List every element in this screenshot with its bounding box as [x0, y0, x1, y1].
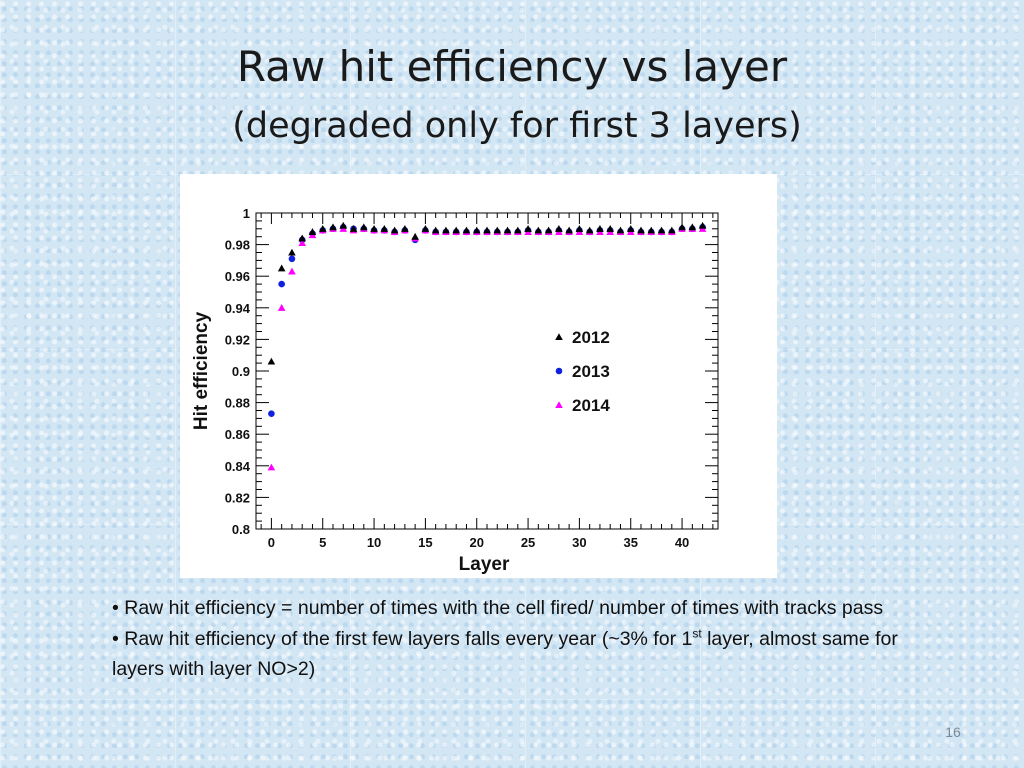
data-point-2012 — [318, 225, 327, 232]
data-point-2012 — [298, 234, 306, 242]
data-point-2012 — [370, 225, 378, 232]
legend-marker-2014 — [555, 401, 563, 409]
data-point-2012 — [575, 225, 584, 232]
x-tick-label: 25 — [521, 535, 535, 550]
data-point-2012 — [349, 225, 358, 232]
y-axis-label: Hit efficiency — [191, 311, 212, 430]
x-tick-label: 20 — [469, 535, 483, 550]
hit-efficiency-chart: 0.80.820.840.860.880.90.920.940.960.981 … — [191, 206, 719, 575]
plot-border — [255, 212, 719, 530]
bullet-marker: • — [112, 627, 119, 650]
y-tick-label: 0.82 — [225, 490, 250, 505]
data-point-2012 — [606, 225, 614, 232]
slide-subtitle: (degraded only for first 3 layers) — [232, 106, 802, 146]
x-tick-label: 35 — [623, 535, 637, 550]
data-point-2012 — [565, 226, 573, 234]
legend-label: 2014 — [572, 396, 610, 415]
legend-marker-2013 — [555, 367, 563, 375]
data-point-2012 — [462, 226, 471, 234]
x-axis-label: Layer — [459, 554, 510, 575]
bullet-list: • Raw hit efficiency = number of times w… — [112, 593, 932, 685]
y-tick-label: 0.86 — [225, 427, 250, 442]
bullet-item: • Raw hit efficiency of the first few la… — [112, 624, 932, 685]
legend-label: 2012 — [572, 328, 610, 347]
y-tick-label: 0.84 — [225, 459, 251, 474]
plot-frame — [255, 212, 719, 530]
data-point-2013 — [288, 255, 296, 263]
bullet-text-end: layer, almost same for layers with layer… — [112, 627, 898, 681]
data-point-2013 — [268, 410, 275, 417]
data-point-2012 — [626, 225, 635, 232]
data-point-2012 — [442, 226, 450, 234]
legend-label: 2013 — [572, 362, 610, 381]
data-point-2012 — [390, 226, 399, 234]
chart-panel: 0.8 0.82 0.84 0.86 0.88 0.9 0.92 0.94 0.96 0.98 1 … — [180, 174, 777, 578]
data-point-2012 — [431, 226, 440, 234]
x-tick-label: 30 — [572, 535, 586, 550]
data-point-2012 — [472, 226, 481, 234]
data-point-2012 — [555, 225, 563, 232]
y-tick-label: 0.94 — [225, 301, 251, 316]
data-point-2012 — [288, 248, 296, 256]
x-tick-label: 5 — [319, 535, 326, 550]
x-tick-label: 15 — [418, 535, 432, 550]
data-point-2012 — [596, 225, 604, 232]
data-point-2014 — [277, 304, 286, 311]
bullet-text: Raw hit efficiency = number of times wit… — [124, 597, 884, 619]
data-point-2014 — [298, 239, 306, 247]
slide-title: Raw hit efficiency vs layer — [236, 42, 788, 91]
data-point-2012 — [401, 225, 409, 232]
data-point-2012 — [452, 226, 460, 234]
data-point-2012 — [668, 226, 676, 234]
data-point-2013 — [278, 280, 285, 288]
data-point-2012 — [308, 228, 317, 235]
data-point-2012 — [421, 225, 430, 232]
data-point-2012 — [585, 226, 594, 234]
bullet-item: • Raw hit efficiency = number of times w… — [112, 593, 932, 624]
x-tick-label: 40 — [675, 535, 689, 550]
data-point-2012 — [339, 221, 348, 229]
y-axis: 0.8 0.82 0.84 0.86 0.88 0.9 0.92 0.94 0.96 0.98 1 — [225, 206, 718, 537]
data-point-2012 — [678, 223, 686, 231]
y-tick-label: 1 — [243, 206, 250, 221]
y-tick-label: 0.8 — [232, 522, 250, 537]
data-point-2012 — [380, 225, 389, 232]
data-point-2012 — [360, 223, 368, 231]
bullet-marker: • — [112, 597, 119, 619]
data-point-2014 — [288, 267, 296, 275]
y-tick-label: 0.9 — [232, 364, 250, 379]
data-point-2012 — [411, 232, 419, 240]
data-point-2012 — [483, 226, 491, 234]
data-point-2012 — [524, 225, 532, 232]
data-point-2012 — [544, 226, 553, 234]
data-point-2012 — [277, 264, 286, 272]
legend: 2012 2013 2014 — [555, 328, 610, 415]
data-point-2012 — [267, 357, 276, 365]
x-tick-label: 10 — [367, 535, 381, 550]
y-tick-label: 0.98 — [225, 238, 250, 253]
data-point-2014 — [267, 463, 276, 471]
data-point-2012 — [329, 223, 337, 231]
data-point-2012 — [657, 226, 666, 234]
x-axis: 0 5 10 15 20 25 30 35 40 — [260, 213, 714, 550]
x-tick-label: 0 — [268, 535, 275, 550]
data-point-2012 — [647, 226, 656, 234]
superscript: st — [692, 626, 702, 640]
y-tick-label: 0.92 — [225, 332, 250, 347]
y-tick-label: 0.88 — [225, 396, 250, 411]
page-number: 16 — [945, 724, 961, 740]
y-tick-label: 0.96 — [225, 269, 250, 284]
data-point-2012 — [688, 223, 697, 231]
data-point-2012 — [514, 226, 522, 234]
data-point-2012 — [616, 226, 625, 234]
data-point-2012 — [698, 221, 707, 229]
data-point-2012 — [637, 226, 645, 234]
data-point-2012 — [503, 226, 512, 234]
data-point-2012 — [534, 226, 543, 234]
bullet-text-start: Raw hit efficiency of the first few laye… — [124, 627, 693, 650]
data-point-2012 — [493, 226, 502, 234]
legend-marker-2012 — [555, 333, 563, 341]
data-points — [267, 221, 707, 471]
